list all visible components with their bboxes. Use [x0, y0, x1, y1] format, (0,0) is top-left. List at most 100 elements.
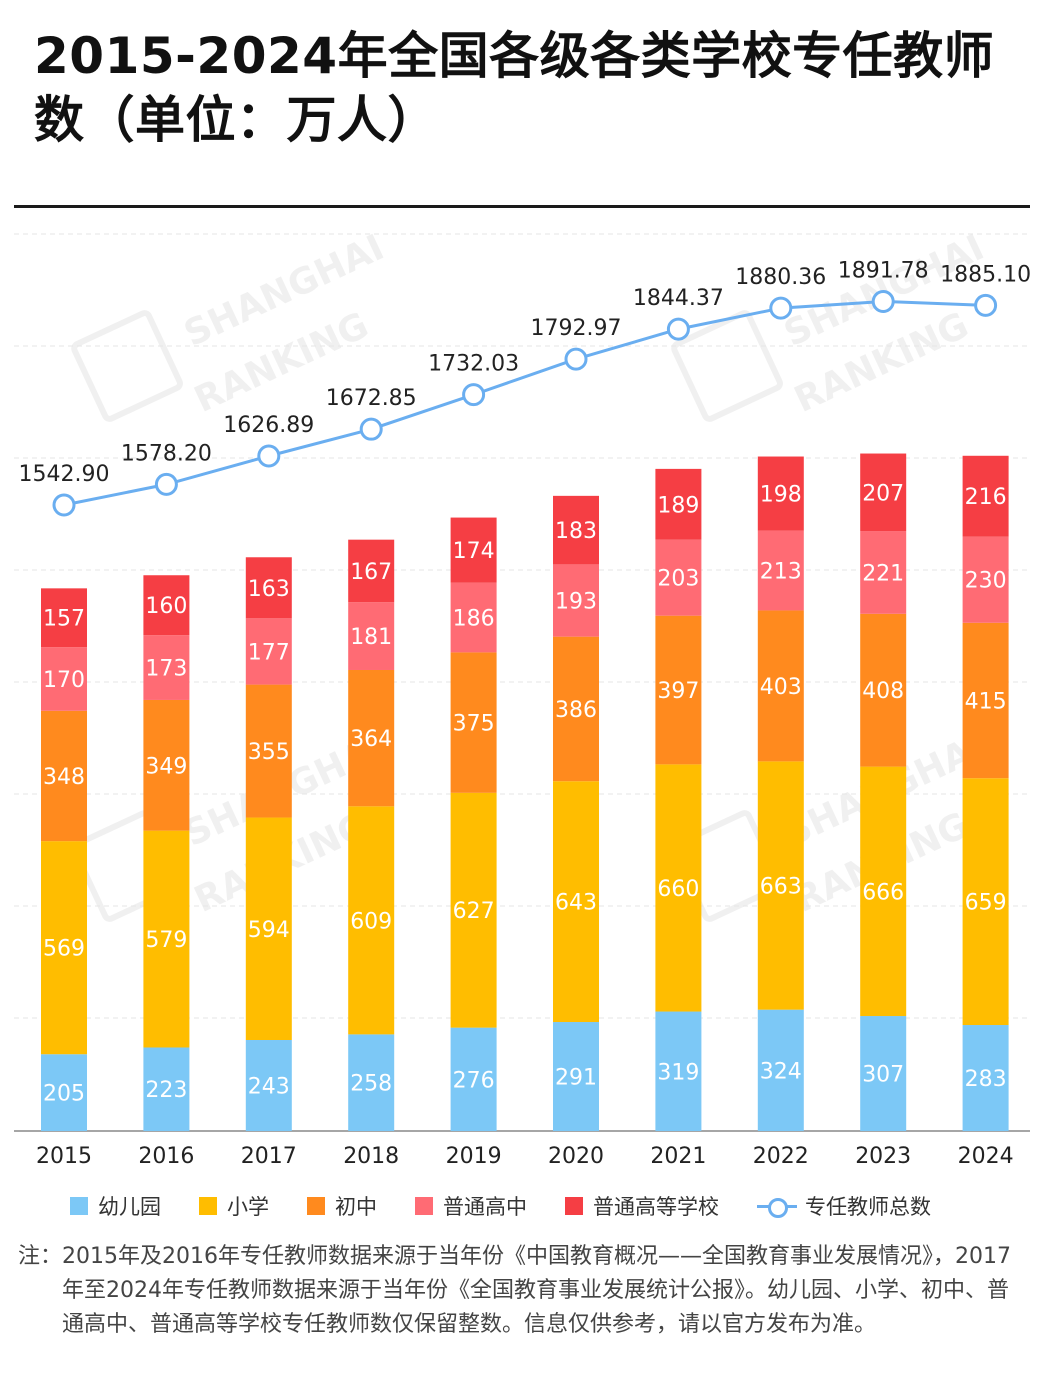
legend-label: 小学 — [227, 1195, 269, 1219]
bar-segment — [245, 618, 292, 685]
total-point — [769, 296, 793, 320]
legend-label: 普通高等学校 — [593, 1195, 719, 1219]
bar-value-label: 375 — [453, 712, 495, 737]
total-point — [359, 417, 383, 441]
bar-segment — [348, 539, 395, 603]
footnote-prefix: 注： — [18, 1244, 63, 1269]
total-point — [564, 347, 588, 371]
bar-value-label: 408 — [862, 679, 904, 704]
bar-value-label: 579 — [145, 928, 187, 953]
x-tick-label: 2018 — [343, 1144, 399, 1169]
bar-value-label: 569 — [43, 937, 85, 962]
stacked-bar-line-chart: 205 569 348 170 157 2015 223 579 349 173 160 2016 24… — [14, 233, 1031, 1169]
bar-segment — [245, 817, 292, 1040]
chart-legend: 幼儿园 小学 初中 普通高中 普通高等学校 专任教师总数 — [70, 1190, 969, 1222]
total-value-label: 1542.90 — [19, 462, 110, 487]
bar-segment — [143, 635, 190, 700]
bar-value-label: 594 — [248, 918, 290, 943]
bar-value-label: 324 — [760, 1059, 802, 1084]
bar-value-label: 258 — [350, 1072, 392, 1097]
bar-segment — [553, 1022, 599, 1131]
bar-segment — [553, 564, 599, 637]
x-tick-label: 2015 — [36, 1144, 92, 1169]
legend-swatch — [199, 1197, 217, 1215]
bar-segment — [245, 684, 292, 818]
bar-value-label: 163 — [248, 577, 290, 602]
bar-value-label: 403 — [760, 675, 802, 700]
total-point — [871, 289, 895, 313]
total-point — [257, 444, 281, 468]
bar-segment — [962, 536, 1009, 623]
total-value-label: 1578.20 — [121, 441, 212, 466]
bar-segment — [143, 699, 190, 831]
bar-value-label: 207 — [862, 481, 904, 506]
total-value-label: 1880.36 — [735, 265, 826, 290]
bar-segment — [41, 588, 87, 648]
bar-value-label: 283 — [965, 1067, 1007, 1092]
bar-segment — [962, 622, 1009, 779]
bar-segment — [553, 781, 599, 1023]
bar-value-label: 627 — [453, 899, 495, 924]
bar-value-label: 203 — [657, 567, 699, 592]
bar-segment — [450, 582, 497, 653]
bar-value-label: 415 — [965, 690, 1007, 715]
total-value-label: 1885.10 — [940, 262, 1031, 287]
bar-value-label: 216 — [965, 485, 1007, 510]
bar-value-label: 198 — [760, 483, 802, 508]
bar-segment — [860, 453, 907, 532]
total-value-label: 1626.89 — [223, 413, 314, 438]
bar-value-label: 205 — [43, 1082, 85, 1107]
legend-swatch — [307, 1197, 325, 1215]
bar-segment — [348, 1034, 395, 1131]
bar-segment — [450, 517, 497, 583]
bar-value-label: 174 — [453, 539, 495, 564]
bar-value-label: 189 — [657, 493, 699, 518]
x-tick-label: 2024 — [958, 1144, 1014, 1169]
bar-segment — [757, 1009, 804, 1131]
bar-value-label: 221 — [862, 561, 904, 586]
title-divider — [14, 205, 1030, 208]
bar-segment — [41, 1054, 87, 1131]
bar-segment — [860, 531, 907, 614]
bar-value-label: 609 — [350, 909, 392, 934]
total-value-label: 1732.03 — [428, 352, 519, 377]
bar-value-label: 307 — [862, 1063, 904, 1088]
bar-value-label: 666 — [862, 880, 904, 905]
bar-segment — [655, 539, 702, 616]
bar-segment — [757, 761, 804, 1010]
bar-segment — [143, 1047, 190, 1131]
bar-value-label: 177 — [248, 640, 290, 665]
bar-value-label: 660 — [657, 877, 699, 902]
bar-segment — [450, 792, 497, 1028]
x-tick-label: 2019 — [446, 1144, 502, 1169]
bar-value-label: 160 — [145, 594, 187, 619]
bar-value-label: 364 — [350, 727, 392, 752]
bar-value-label: 181 — [350, 625, 392, 650]
x-tick-label: 2020 — [548, 1144, 604, 1169]
bar-segment — [655, 468, 702, 540]
legend-line-marker-icon — [757, 1196, 797, 1218]
total-value-label: 1844.37 — [633, 286, 724, 311]
bar-value-label: 186 — [453, 607, 495, 632]
bar-value-label: 348 — [43, 765, 85, 790]
x-tick-label: 2021 — [650, 1144, 706, 1169]
bar-value-label: 167 — [350, 560, 392, 585]
bar-segment — [348, 806, 395, 1035]
bar-value-label: 659 — [965, 891, 1007, 916]
bar-segment — [962, 778, 1009, 1026]
legend-item: 初中 — [307, 1191, 377, 1221]
total-line — [63, 299, 986, 507]
bar-segment — [450, 652, 497, 793]
bar-segment — [757, 610, 804, 762]
bar-segment — [553, 636, 599, 782]
bar-value-label: 663 — [760, 875, 802, 900]
legend-label: 初中 — [335, 1195, 377, 1219]
bar-value-label: 319 — [657, 1060, 699, 1085]
legend-item: 幼儿园 — [70, 1191, 161, 1221]
legend-item: 小学 — [199, 1191, 269, 1221]
bar-segment — [41, 710, 87, 842]
legend-label: 幼儿园 — [98, 1195, 161, 1219]
legend-label: 专任教师总数 — [805, 1195, 931, 1219]
bar-segment — [450, 1027, 497, 1131]
bar-value-label: 173 — [145, 657, 187, 682]
